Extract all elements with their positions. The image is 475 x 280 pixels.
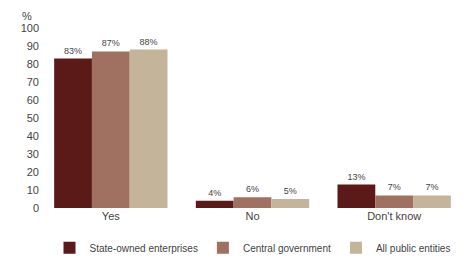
svg-text:20: 20 [27, 166, 39, 178]
svg-text:0: 0 [33, 202, 39, 214]
svg-text:Don't know: Don't know [367, 210, 421, 222]
svg-text:87%: 87% [102, 38, 120, 48]
svg-text:Central government: Central government [243, 243, 331, 254]
svg-text:7%: 7% [425, 182, 438, 192]
svg-text:30: 30 [27, 148, 39, 160]
svg-text:6%: 6% [246, 184, 259, 194]
svg-text:100: 100 [21, 22, 39, 34]
svg-text:7%: 7% [388, 182, 401, 192]
svg-text:60: 60 [27, 94, 39, 106]
svg-text:88%: 88% [140, 37, 158, 47]
svg-text:State-owned enterprises: State-owned enterprises [90, 243, 198, 254]
svg-text:70: 70 [27, 76, 39, 88]
svg-text:80: 80 [27, 58, 39, 70]
svg-text:10: 10 [27, 184, 39, 196]
svg-text:83%: 83% [64, 46, 82, 56]
svg-text:%: % [22, 10, 32, 22]
svg-text:13%: 13% [347, 172, 365, 182]
svg-text:Yes: Yes [102, 210, 120, 222]
svg-text:All public entities: All public entities [376, 243, 450, 254]
svg-text:4%: 4% [208, 188, 221, 198]
svg-text:50: 50 [27, 112, 39, 124]
svg-text:40: 40 [27, 130, 39, 142]
svg-text:No: No [245, 210, 259, 222]
svg-text:5%: 5% [284, 186, 297, 196]
svg-text:90: 90 [27, 40, 39, 52]
